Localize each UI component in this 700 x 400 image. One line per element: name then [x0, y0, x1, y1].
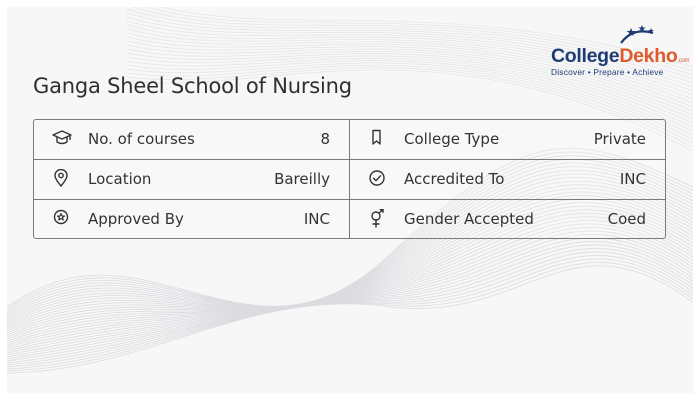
row-divider [34, 159, 665, 160]
column-divider [349, 120, 350, 238]
info-cell-gender: Gender Accepted Coed [350, 200, 665, 239]
info-cell-approved: Approved By INC [34, 200, 349, 239]
page-title: Ganga Sheel School of Nursing [33, 74, 352, 98]
info-value: Coed [607, 210, 646, 228]
info-cell-college-type: College Type Private [350, 120, 665, 159]
logo-tagline: Discover • Prepare • Achieve [551, 67, 664, 77]
info-label: Gender Accepted [404, 210, 534, 228]
info-cell-location: Location Bareilly [34, 160, 349, 199]
wave-background [7, 7, 693, 374]
info-cell-courses: No. of courses 8 [34, 120, 349, 159]
info-card: CollegeDekho.com Discover • Prepare • Ac… [7, 7, 693, 393]
info-value: Bareilly [274, 170, 330, 188]
row-divider [34, 199, 665, 200]
collegedekho-logo[interactable]: CollegeDekho.com Discover • Prepare • Ac… [551, 25, 690, 85]
info-value: 8 [320, 130, 330, 148]
info-label: Location [88, 170, 152, 188]
gender-icon [368, 208, 386, 228]
info-label: Approved By [88, 210, 184, 228]
badge-icon [52, 209, 70, 227]
info-label: College Type [404, 130, 500, 148]
info-label: No. of courses [88, 130, 195, 148]
logo-wordmark: CollegeDekho.com [551, 45, 690, 68]
logo-text-suffix: .com [677, 58, 690, 64]
logo-text-college: College [551, 45, 620, 67]
logo-mark-icon [620, 25, 654, 44]
info-value: INC [303, 210, 330, 228]
info-label: Accredited To [404, 170, 505, 188]
graduation-cap-icon [52, 129, 72, 147]
info-value: INC [619, 170, 646, 188]
check-circle-icon [368, 169, 386, 187]
logo-text-dekho: Dekho [619, 45, 678, 67]
bookmark-icon [368, 129, 386, 147]
info-value: Private [593, 130, 646, 148]
info-cell-accredited: Accredited To INC [350, 160, 665, 199]
info-table: No. of courses 8 College Type Private Lo… [33, 119, 666, 239]
map-pin-icon [52, 168, 70, 188]
